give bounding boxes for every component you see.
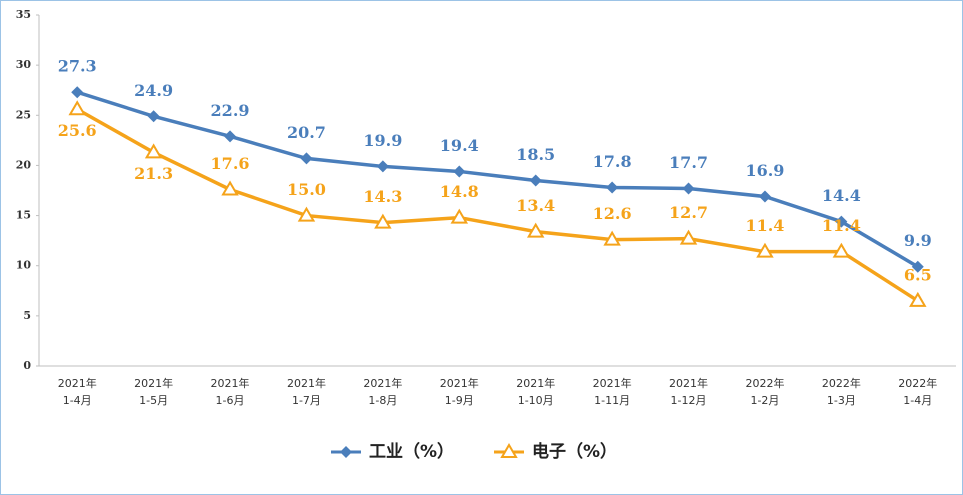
x-tick-label: 2022年 1-3月 bbox=[821, 377, 861, 407]
x-tick-label: 2021年 1-11月 bbox=[592, 377, 632, 407]
x-tick-label: 2022年 1-4月 bbox=[898, 377, 938, 407]
marker bbox=[682, 182, 695, 195]
y-tick-label: 20 bbox=[16, 158, 32, 171]
marker bbox=[297, 206, 316, 222]
y-tick-label: 10 bbox=[16, 259, 32, 272]
legend-label: 电子（%） bbox=[532, 441, 617, 462]
data-label: 11.4 bbox=[822, 216, 861, 235]
marker bbox=[300, 152, 313, 165]
y-tick-label: 35 bbox=[16, 8, 31, 21]
marker bbox=[144, 143, 163, 159]
marker bbox=[68, 100, 86, 116]
marker bbox=[529, 174, 542, 187]
y-tick-label: 30 bbox=[16, 58, 32, 71]
x-tick-label: 2021年 1-4月 bbox=[57, 377, 97, 407]
x-tick-label: 2021年 1-5月 bbox=[134, 377, 174, 407]
data-label: 15.0 bbox=[287, 180, 326, 199]
marker bbox=[340, 446, 352, 458]
data-label: 19.4 bbox=[440, 136, 479, 155]
data-label: 22.9 bbox=[211, 101, 250, 120]
y-tick-label: 25 bbox=[16, 108, 31, 121]
data-label: 20.7 bbox=[287, 123, 326, 142]
x-tick-label: 2021年 1-7月 bbox=[286, 377, 326, 407]
data-label: 25.6 bbox=[58, 121, 97, 140]
marker bbox=[835, 215, 848, 228]
data-label: 27.3 bbox=[58, 57, 97, 76]
data-label: 9.9 bbox=[904, 231, 932, 250]
marker bbox=[374, 213, 392, 229]
series-line bbox=[76, 90, 919, 269]
marker bbox=[453, 165, 466, 178]
marker bbox=[526, 222, 545, 238]
marker bbox=[679, 229, 698, 245]
x-tick-label: 2021年 1-6月 bbox=[210, 377, 250, 407]
data-label: 6.5 bbox=[904, 265, 932, 284]
data-label: 17.6 bbox=[211, 154, 250, 173]
x-tick-label: 2021年 1-10月 bbox=[516, 377, 556, 407]
marker bbox=[221, 180, 239, 196]
x-tick-label: 2022年 1-2月 bbox=[745, 377, 785, 407]
data-label: 17.8 bbox=[593, 152, 632, 171]
marker bbox=[911, 260, 924, 273]
data-label: 14.8 bbox=[440, 182, 479, 201]
marker bbox=[758, 190, 771, 203]
data-label: 14.4 bbox=[822, 186, 861, 205]
marker bbox=[224, 130, 237, 143]
series-line bbox=[76, 107, 919, 303]
legend-label: 工业（%） bbox=[369, 441, 454, 462]
data-label: 18.5 bbox=[516, 145, 555, 164]
marker bbox=[500, 443, 518, 458]
y-tick-label: 15 bbox=[16, 209, 31, 222]
y-tick-label: 0 bbox=[23, 359, 31, 372]
marker bbox=[71, 86, 84, 99]
marker bbox=[606, 181, 619, 194]
data-label: 12.7 bbox=[669, 203, 708, 222]
data-label: 11.4 bbox=[745, 216, 784, 235]
marker bbox=[603, 230, 621, 246]
data-label: 24.9 bbox=[134, 81, 173, 100]
x-tick-label: 2021年 1-9月 bbox=[439, 377, 479, 407]
marker bbox=[756, 242, 774, 258]
x-tick-label: 2021年 1-8月 bbox=[363, 377, 403, 407]
data-label: 12.6 bbox=[593, 204, 632, 223]
x-tick-label: 2021年 1-12月 bbox=[669, 377, 709, 407]
data-label: 17.7 bbox=[669, 153, 708, 172]
data-label: 21.3 bbox=[134, 164, 173, 183]
data-label: 19.9 bbox=[363, 131, 402, 150]
data-label: 14.3 bbox=[363, 187, 402, 206]
marker bbox=[147, 110, 160, 123]
marker bbox=[909, 291, 927, 307]
marker bbox=[832, 242, 851, 258]
y-tick-label: 5 bbox=[23, 309, 31, 322]
data-label: 16.9 bbox=[745, 161, 784, 180]
marker bbox=[376, 160, 389, 173]
marker bbox=[450, 208, 469, 224]
data-label: 13.4 bbox=[516, 196, 555, 215]
